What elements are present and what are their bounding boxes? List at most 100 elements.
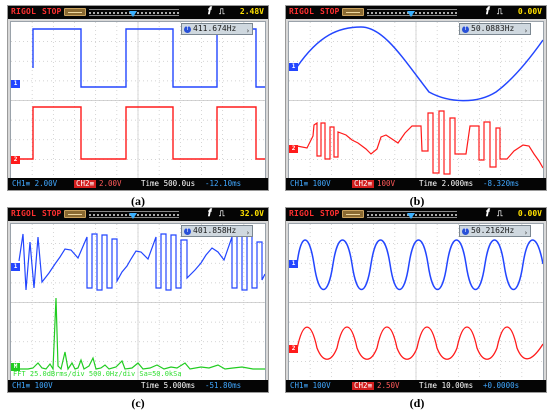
waveform-position-strip [89,211,179,219]
oscilloscope-panel-c: RIGOL STOP 𝒇 ⎍ 32.0V T 401.858Hz › 1 M FFT… [7,207,269,393]
memory-depth-icon [64,8,86,16]
scope-grid [289,22,543,179]
chevron-right-icon: › [245,229,250,237]
run-state-label: STOP [320,209,340,218]
memory-depth-icon [342,210,364,218]
memory-depth-icon [342,8,364,16]
ch1-scale: CH1≡ 100V [12,381,53,390]
time-offset: -8.320ms [483,179,520,188]
trigger-level: 2.48V [239,7,264,16]
timebase: Time 2.000ms [419,179,474,188]
ch1-marker-icon: 1 [289,260,298,268]
chevron-right-icon: › [523,27,528,35]
brand-label: RIGOL [11,7,37,16]
waveform-screen: T 411.674Hz › 1 2 [10,21,266,180]
frequency-icon: T [184,228,191,235]
ch2-marker-icon: 2 [289,345,298,353]
ch1-marker-icon: 1 [11,263,20,271]
rising-edge-icon: ⎍ [497,209,503,218]
ch1-sine-wave [296,239,543,290]
caption-d: (d) [409,396,425,410]
scope-bottom-bar: CH1≡ 100V CH2≡ 100V Time 2.000ms -8.320m… [286,178,546,190]
frequency-value: 411.674Hz [193,24,237,33]
frequency-value: 401.858Hz [193,226,237,235]
ch1-scale: CH1≡ 2.00V [12,179,58,188]
fft-settings: FFT 25.0dBrms/div 500.0Hz/div Sa=50.0kSa [13,370,182,378]
waveform-screen: T 401.858Hz › 1 M FFT 25.0dBrms/div 500.0H… [10,223,266,382]
frequency-value: 50.0883Hz [471,24,515,33]
ch2-marker-icon: 2 [289,145,298,153]
trigger-level: 0.00V [517,209,542,218]
scope-bottom-bar: CH1≡ 100V Time 5.000ms -51.80ms [8,380,268,392]
rising-edge-icon: ⎍ [497,7,503,16]
scope-top-bar: RIGOL STOP 𝒇 ⎍ 2.48V [8,6,268,19]
run-state-label: STOP [42,209,62,218]
ch1-sine-wave [296,26,543,102]
ch1-pwm-wave [18,233,265,291]
caption-a: (a) [131,194,145,208]
scope-top-bar: RIGOL STOP 𝒇 ⎍ 0.00V [286,6,546,19]
frequency-icon: T [184,26,191,33]
time-offset: -51.80ms [205,381,242,390]
ch1-marker-icon: 1 [289,63,298,71]
run-state-label: STOP [42,7,62,16]
frequency-readout: T 411.674Hz › [181,23,253,35]
ch1-marker-icon: 1 [11,80,20,88]
trigger-icon: 𝒇 [486,6,490,17]
fft-spectrum [19,297,265,372]
ch2-scale: 2.50V [377,381,400,390]
frequency-icon: T [462,228,469,235]
trigger-position-icon [129,11,137,17]
ch2-label: CH2≡ [352,381,375,390]
timebase: Time 10.00ms [419,381,474,390]
run-state-label: STOP [320,7,340,16]
ch2-pwm-wave [296,110,543,175]
waveform-plot [18,233,265,372]
ch2-scale: 2.00V [99,179,122,188]
ch2-current-wave [296,326,543,360]
brand-label: RIGOL [11,209,37,218]
rising-edge-icon: ⎍ [219,7,225,16]
memory-depth-icon [64,210,86,218]
ch1-scale: CH1≡ 100V [290,381,331,390]
trigger-level: 32.0V [239,209,264,218]
frequency-readout: T 50.0883Hz › [459,23,531,35]
trigger-level: 0.00V [517,7,542,16]
ch2-label: CH2≡ [74,179,97,188]
ch2-marker-icon: 2 [11,156,20,164]
oscilloscope-panel-d: RIGOL STOP 𝒇 ⎍ 0.00V T 50.2162Hz › 1 2 CH1… [285,207,547,393]
trigger-icon: 𝒇 [208,6,212,17]
waveform-position-strip [367,9,457,17]
ch2-scale: 100V [377,179,396,188]
scope-bottom-bar: CH1≡ 2.00V CH2≡ 2.00V Time 500.0us -12.1… [8,178,268,190]
brand-label: RIGOL [289,7,315,16]
timebase: Time 500.0us [141,179,196,188]
waveform-plot [296,239,543,360]
waveform-screen: T 50.2162Hz › 1 2 [288,223,544,382]
waveform-position-strip [89,9,179,17]
scope-grid [11,22,265,179]
waveform-position-strip [367,211,457,219]
ch1-square-wave [32,28,265,88]
fft-marker-icon: M [11,363,20,371]
caption-c: (c) [131,396,145,410]
frequency-icon: T [462,26,469,33]
brand-label: RIGOL [289,209,315,218]
time-offset: +0.0000s [483,381,520,390]
oscilloscope-panel-a: RIGOL STOP 𝒇 ⎍ 2.48V T 411.674Hz › 1 2 CH1… [7,5,269,191]
scope-grid [289,224,543,381]
oscilloscope-panel-b: RIGOL STOP 𝒇 ⎍ 0.00V T 50.0883Hz › 1 2 CH1… [285,5,547,191]
rising-edge-icon: ⎍ [219,209,225,218]
scope-top-bar: RIGOL STOP 𝒇 ⎍ 32.0V [8,208,268,221]
trigger-position-icon [407,213,415,219]
waveform-plot [19,28,265,160]
ch2-label: CH2≡ [352,179,375,188]
trigger-icon: 𝒇 [486,208,490,219]
trigger-position-icon [129,213,137,219]
frequency-value: 50.2162Hz [471,226,515,235]
time-offset: -12.10ms [205,179,242,188]
trigger-position-icon [407,11,415,17]
caption-b: (b) [409,194,425,208]
frequency-readout: T 50.2162Hz › [459,225,531,237]
waveform-screen: T 50.0883Hz › 1 2 [288,21,544,180]
